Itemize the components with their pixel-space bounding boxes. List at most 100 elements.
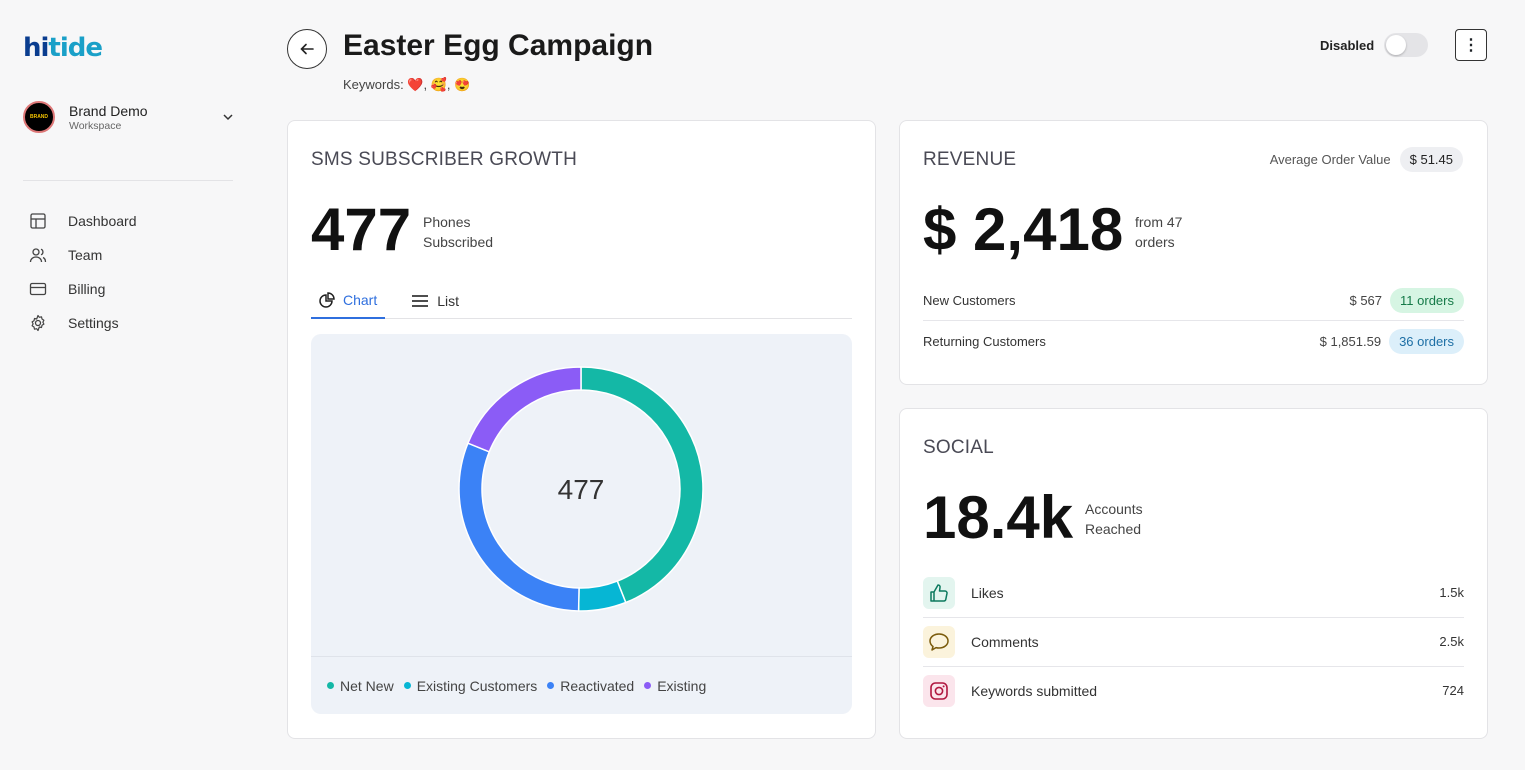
toggle-label: Disabled (1320, 37, 1375, 53)
row-divider (923, 617, 1464, 618)
legend-label: Reactivated (560, 677, 635, 694)
hitide-logo[interactable]: hitide (23, 33, 103, 63)
aov-label: Average Order Value (1269, 152, 1391, 167)
average-order-value: Average Order Value $ 51.45 (1270, 147, 1463, 172)
social-caption-2: Reached (1085, 521, 1142, 537)
page-title: Easter Egg Campaign (343, 29, 654, 62)
more-options-button[interactable]: ⋮ (1455, 29, 1487, 61)
aov-value-badge: $ 51.45 (1399, 147, 1463, 172)
revenue-total-caption: from 47 orders (1135, 212, 1182, 252)
row-label: Comments (971, 633, 1039, 650)
logo-part-2: tide (48, 33, 103, 63)
donut-slice-reactivated[interactable] (458, 442, 580, 612)
donut-center-label: 477 (558, 474, 605, 505)
workspace-name: Brand Demo (69, 102, 148, 119)
chart-legend: Net New Existing Customers Reactivated Exis… (311, 656, 852, 714)
row-label: New Customers (923, 292, 1016, 308)
sidebar-divider (23, 180, 233, 181)
row-value: 1.5k (1439, 585, 1464, 600)
row-label: Returning Customers (923, 333, 1046, 349)
revenue-caption-2: orders (1135, 234, 1175, 250)
revenue-row-returning-customers: Returning Customers $ 1,851.59 36 orders (923, 321, 1464, 361)
legend-swatch (327, 682, 334, 689)
keywords-value: ❤️, 🥰, 😍 (407, 77, 471, 92)
sms-tabs: Chart List (311, 283, 852, 319)
pie-chart-icon (319, 292, 335, 308)
arrow-left-icon (300, 43, 314, 55)
legend-label: Existing (657, 677, 707, 694)
legend-swatch (644, 682, 652, 689)
legend-label: Net New (340, 677, 394, 694)
chevron-down-icon (221, 110, 235, 124)
keywords-line: Keywords: ❤️, 🥰, 😍 (343, 77, 470, 93)
more-vertical-icon: ⋮ (1463, 37, 1479, 54)
sidebar-item-label: Settings (68, 315, 119, 331)
row-value: $ 567 (1349, 292, 1383, 308)
sidebar-item-dashboard[interactable]: Dashboard (29, 204, 229, 238)
legend-item-existing-customers[interactable]: Existing Customers (403, 677, 538, 694)
sms-total: 477 (311, 196, 412, 263)
sidebar-nav: Dashboard Team Billing Settings (29, 204, 229, 340)
sidebar-item-settings[interactable]: Settings (29, 306, 229, 340)
instagram-icon (923, 674, 955, 707)
social-row-keywords: Keywords submitted 724 (923, 666, 1464, 715)
tab-list[interactable]: List (403, 283, 467, 319)
social-total: 18.4k (923, 484, 1074, 551)
tab-label: Chart (343, 292, 378, 308)
legend-swatch (547, 682, 555, 689)
tab-chart[interactable]: Chart (311, 283, 386, 319)
social-row-likes: Likes 1.5k (923, 568, 1464, 617)
status-toggle-group: Disabled (1320, 33, 1429, 57)
sidebar-item-label: Team (68, 247, 103, 263)
layout-icon (30, 213, 46, 229)
keywords-label: Keywords: (343, 77, 404, 92)
users-icon (29, 248, 47, 263)
sms-caption-2: Subscribed (423, 234, 494, 250)
logo-part-1: hi (23, 33, 49, 63)
sidebar-item-billing[interactable]: Billing (29, 272, 229, 306)
social-total-caption: Accounts Reached (1085, 499, 1143, 539)
back-button[interactable] (287, 29, 327, 69)
row-divider (923, 320, 1464, 321)
sidebar-item-label: Billing (68, 281, 106, 297)
row-value: 2.5k (1439, 634, 1464, 649)
revenue-card: REVENUE Average Order Value $ 51.45 $ 2,… (899, 120, 1488, 385)
sidebar-item-team[interactable]: Team (29, 238, 229, 272)
legend-label: Existing Customers (416, 677, 538, 694)
donut-chart: 477 (458, 366, 704, 612)
row-label: Keywords submitted (971, 682, 1098, 699)
revenue-total: $ 2,418 (923, 196, 1124, 263)
social-caption-1: Accounts (1085, 501, 1143, 517)
legend-swatch (403, 682, 411, 689)
row-value: 724 (1442, 683, 1464, 698)
sms-growth-card: SMS SUBSCRIBER GROWTH 477 Phones Subscrib… (287, 120, 876, 739)
avatar-text: BRAND (29, 114, 49, 120)
sms-card-title: SMS SUBSCRIBER GROWTH (311, 149, 577, 170)
workspace-subtitle: Workspace (69, 119, 122, 132)
legend-item-reactivated[interactable]: Reactivated (547, 678, 634, 694)
donut-chart-container: 477 Net New Existing Customers Reactivated… (311, 334, 852, 714)
gear-icon (31, 314, 45, 332)
legend-item-net-new[interactable]: Net New (327, 678, 394, 694)
workspace-switcher[interactable]: BRAND Brand Demo Workspace (23, 100, 235, 134)
revenue-card-title: REVENUE (923, 149, 1017, 170)
tab-label: List (437, 293, 460, 309)
social-card: SOCIAL 18.4k Accounts Reached Likes 1.5k … (899, 408, 1488, 739)
sms-total-caption: Phones Subscribed (423, 212, 493, 252)
social-card-title: SOCIAL (923, 437, 994, 458)
legend-item-existing[interactable]: Existing (644, 678, 706, 694)
credit-card-icon (29, 282, 47, 296)
sidebar-item-label: Dashboard (68, 213, 137, 229)
orders-badge: 11 orders (1390, 287, 1464, 313)
row-divider (923, 666, 1464, 667)
donut-slice-existing-customers[interactable] (577, 580, 627, 612)
revenue-caption-1: from 47 (1135, 214, 1183, 230)
enable-toggle[interactable] (1384, 33, 1429, 57)
orders-badge: 36 orders (1389, 328, 1464, 354)
row-label: Likes (971, 584, 1004, 601)
row-value: $ 1,851.59 (1319, 333, 1382, 349)
comment-icon (923, 625, 955, 658)
workspace-avatar: BRAND (23, 101, 55, 133)
donut-slice-existing[interactable] (466, 366, 582, 453)
social-row-comments: Comments 2.5k (923, 617, 1464, 666)
